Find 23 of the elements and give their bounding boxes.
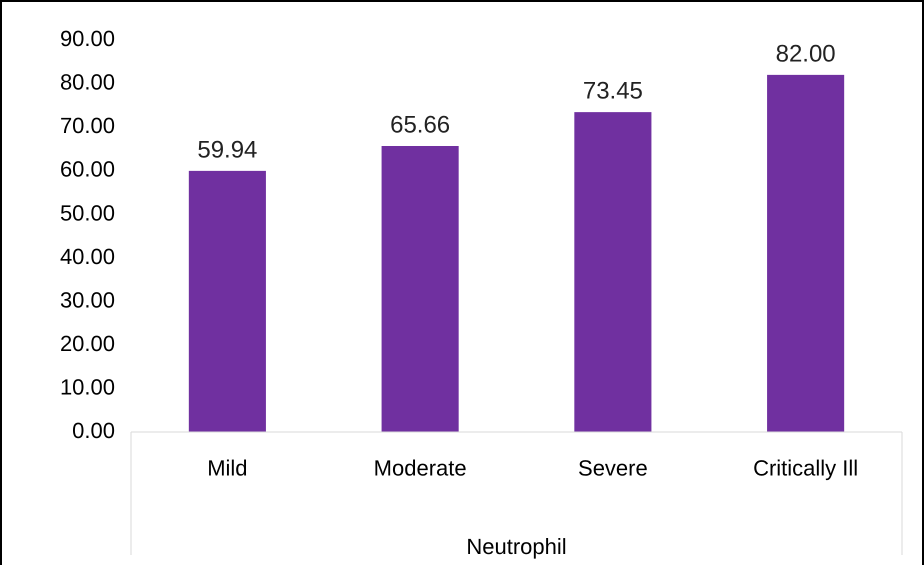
y-tick-label: 20.00 xyxy=(60,330,115,356)
bar xyxy=(188,170,266,432)
y-tick-label: 40.00 xyxy=(60,244,115,269)
bar xyxy=(574,112,652,432)
data-label: 73.45 xyxy=(582,78,643,105)
y-tick-label: 10.00 xyxy=(60,374,115,400)
x-tick-label: Moderate xyxy=(374,455,467,480)
bar xyxy=(382,146,459,432)
x-axis-title: Neutrophil xyxy=(466,534,567,559)
data-label: 59.94 xyxy=(197,136,258,164)
y-tick-label: 0.00 xyxy=(72,418,115,444)
data-label: 65.66 xyxy=(390,112,450,139)
x-tick-label: Severe xyxy=(578,455,648,480)
y-tick-label: 80.00 xyxy=(60,70,115,95)
y-tick-label: 60.00 xyxy=(60,156,115,182)
x-tick-label: Mild xyxy=(207,455,248,480)
y-tick-label: 70.00 xyxy=(60,113,115,138)
x-tick-label: Critically Ill xyxy=(753,455,858,480)
y-tick-label: 30.00 xyxy=(60,287,115,312)
bar xyxy=(767,74,844,432)
data-label: 82.00 xyxy=(776,40,836,68)
y-tick-label: 90.00 xyxy=(60,26,115,52)
y-tick-label: 50.00 xyxy=(60,200,115,226)
